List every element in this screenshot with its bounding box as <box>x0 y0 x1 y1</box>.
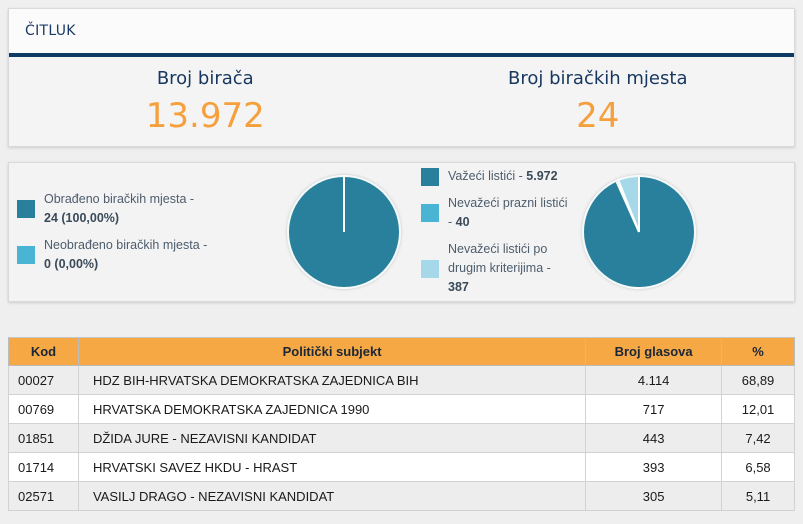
cell-kod: 01851 <box>8 423 79 453</box>
cell-pct: 6,58 <box>721 452 795 482</box>
title-divider <box>9 53 794 57</box>
table-row: 02571 VASILJ DRAGO - NEZAVISNI KANDIDAT … <box>8 481 795 511</box>
results-table: Kod Politički subjekt Broj glasova % 000… <box>8 337 795 511</box>
cell-kod: 02571 <box>8 481 79 511</box>
legend-item: Nevažeći prazni listići - 40 <box>421 194 570 232</box>
column-header-subjekt: Politički subjekt <box>77 337 587 366</box>
cell-glasova: 717 <box>585 394 723 424</box>
legend-swatch-teal <box>17 200 35 218</box>
stat-voters: Broj birača 13.972 <box>9 68 402 146</box>
stat-voters-label: Broj birača <box>156 68 254 89</box>
legend-item: Važeći listići - 5.972 <box>421 167 570 186</box>
cell-glasova: 305 <box>585 481 723 511</box>
cell-subjekt: HRVATSKI SAVEZ HKDU - HRAST <box>77 452 587 482</box>
column-header-kod: Kod <box>8 337 79 366</box>
table-row: 01851 DŽIDA JURE - NEZAVISNI KANDIDAT 44… <box>8 423 795 453</box>
legend-label: Važeći listići - <box>448 169 523 183</box>
charts-panel: Obrađeno biračkih mjesta - 24 (100,00%) … <box>8 162 795 302</box>
cell-kod: 01714 <box>8 452 79 482</box>
column-header-glasova: Broj glasova <box>585 337 723 366</box>
stat-polling-stations: Broj biračkih mjesta 24 <box>402 68 795 146</box>
cell-subjekt: DŽIDA JURE - NEZAVISNI KANDIDAT <box>77 423 587 453</box>
cell-subjekt: VASILJ DRAGO - NEZAVISNI KANDIDAT <box>77 481 587 511</box>
processed-stations-pie-chart <box>287 175 401 289</box>
cell-glasova: 443 <box>585 423 723 453</box>
stat-polling-stations-value: 24 <box>576 96 620 136</box>
cell-pct: 5,11 <box>721 481 795 511</box>
legend-swatch-teal <box>421 167 439 186</box>
legend-item: Obrađeno biračkih mjesta - 24 (100,00%) <box>17 190 275 228</box>
legend-swatch-blue <box>17 246 35 264</box>
table-row: 00027 HDZ BIH-HRVATSKA DEMOKRATSKA ZAJED… <box>8 365 795 395</box>
cell-pct: 12,01 <box>721 394 795 424</box>
cell-glasova: 4.114 <box>585 365 723 395</box>
cell-kod: 00769 <box>8 394 79 424</box>
cell-pct: 68,89 <box>721 365 795 395</box>
legend-value: 40 <box>455 215 470 229</box>
legend-value: 0 (0,00%) <box>44 257 99 271</box>
legend-item: Neobrađeno biračkih mjesta - 0 (0,00%) <box>17 236 275 274</box>
ballots-chart-group: Važeći listići - 5.972 Nevažeći prazni l… <box>401 159 794 305</box>
processed-stations-legend: Obrađeno biračkih mjesta - 24 (100,00%) … <box>17 182 287 282</box>
processed-stations-chart-group: Obrađeno biračkih mjesta - 24 (100,00%) … <box>9 175 401 289</box>
legend-item: Nevažeći listići po drugim kriterijima -… <box>421 240 570 297</box>
legend-label: Neobrađeno biračkih mjesta - <box>44 238 208 252</box>
table-row: 01714 HRVATSKI SAVEZ HKDU - HRAST 393 6,… <box>8 452 795 482</box>
ballots-pie-chart <box>582 175 696 289</box>
legend-label: Obrađeno biračkih mjesta - <box>44 192 195 206</box>
cell-kod: 00027 <box>8 365 79 395</box>
legend-swatch-blue <box>421 204 439 222</box>
legend-value: 387 <box>448 280 469 294</box>
ballots-legend: Važeći listići - 5.972 Nevažeći prazni l… <box>421 159 582 305</box>
legend-value: 24 (100,00%) <box>44 211 120 225</box>
table-header-row: Kod Politički subjekt Broj glasova % <box>8 337 795 366</box>
municipality-panel: ČITLUK Broj birača 13.972 Broj biračkih … <box>8 8 795 147</box>
legend-swatch-lightblue <box>421 259 439 278</box>
cell-pct: 7,42 <box>721 423 795 453</box>
legend-value: 5.972 <box>526 169 558 183</box>
stat-polling-stations-label: Broj biračkih mjesta <box>508 68 688 89</box>
stats-row: Broj birača 13.972 Broj biračkih mjesta … <box>9 57 794 146</box>
cell-subjekt: HRVATSKA DEMOKRATSKA ZAJEDNICA 1990 <box>77 394 587 424</box>
cell-subjekt: HDZ BIH-HRVATSKA DEMOKRATSKA ZAJEDNICA B… <box>77 365 587 395</box>
table-row: 00769 HRVATSKA DEMOKRATSKA ZAJEDNICA 199… <box>8 394 795 424</box>
legend-label: Nevažeći prazni listići - <box>448 196 568 229</box>
column-header-pct: % <box>721 337 795 366</box>
stat-voters-value: 13.972 <box>145 96 265 136</box>
cell-glasova: 393 <box>585 452 723 482</box>
municipality-title: ČITLUK <box>9 9 794 53</box>
legend-label: Nevažeći listići po drugim kriterijima - <box>448 242 551 275</box>
